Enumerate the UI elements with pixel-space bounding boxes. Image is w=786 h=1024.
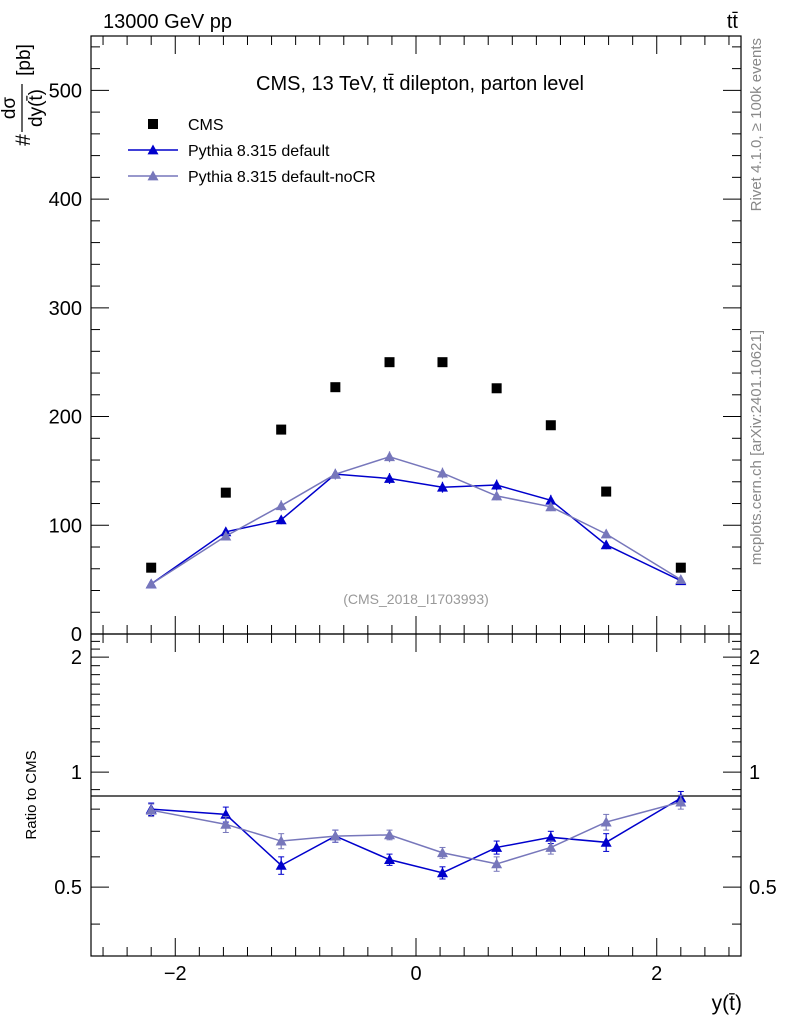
y-tick-label-ratio-right: 1 (749, 762, 760, 784)
series-line-ratio (151, 797, 682, 874)
legend-label: Pythia 8.315 default-noCR (188, 169, 376, 186)
cms-data-point (437, 357, 448, 368)
ratio-data-point (600, 836, 612, 847)
y-tick-label-main: 400 (49, 189, 82, 211)
y-tick-label-main: 300 (49, 298, 82, 320)
y-tick-label-main: 500 (49, 80, 82, 102)
series-line-main (150, 455, 682, 585)
cms-data-point (384, 357, 395, 368)
mc-data-point (545, 494, 557, 505)
x-tick-label: −2 (164, 963, 187, 985)
cms-data-point (491, 383, 502, 394)
y-tick-label-ratio-right: 0.5 (749, 877, 777, 899)
mc-data-point (275, 500, 287, 511)
series-0 (146, 357, 686, 573)
ratio-panel-frame (90, 633, 742, 957)
mc-data-point (545, 501, 557, 512)
cms-data-point (545, 420, 556, 431)
x-tick-label: 2 (651, 963, 662, 985)
ratio-data-point (436, 847, 448, 858)
x-axis-label: y(t̄) (712, 992, 742, 1015)
y-axis-label-main: # dσ dy(t̄) [pb] (0, 44, 47, 146)
series-line-ratio (151, 801, 682, 865)
y-tick-label-ratio-left: 2 (71, 647, 82, 669)
cms-data-point (601, 486, 612, 497)
legend-marker-cms (148, 119, 158, 129)
legend-label: CMS (188, 117, 224, 134)
chart-title: CMS, 13 TeV, tt̄ dilepton, parton level (256, 73, 584, 95)
cms-data-point (330, 382, 341, 393)
cms-data-point (675, 562, 686, 573)
cms-data-point (146, 562, 157, 573)
ratio-data-point (384, 829, 396, 840)
y-tick-label-ratio-right: 2 (749, 647, 760, 669)
ratio-data-point (275, 859, 287, 870)
ratio-data-point (545, 841, 557, 852)
mc-data-point (491, 490, 503, 501)
beam-label: 13000 GeV pp (103, 11, 232, 33)
site-label: mcplots.cern.ch [arXiv:2401.10621] (748, 330, 765, 565)
mc-data-point (675, 574, 687, 585)
mc-data-point (329, 468, 341, 479)
mc-data-point (436, 467, 448, 478)
ratio-data-point (675, 796, 687, 807)
y-tick-label-ratio-left: 1 (71, 762, 82, 784)
mc-data-point (600, 539, 612, 550)
ratio-data-point (491, 841, 503, 852)
legend-marker-triangle (147, 144, 159, 155)
y-tick-label-main: 0 (71, 624, 82, 646)
cms-data-point (220, 487, 231, 498)
legend-marker-triangle (147, 170, 159, 181)
ratio-data-point (436, 867, 448, 878)
mc-data-point (145, 578, 157, 589)
rivet-label: Rivet 4.1.0, ≥ 100k events (748, 38, 765, 211)
cms-data-point (276, 424, 287, 435)
axis-ticks (91, 36, 741, 956)
ratio-data-point (384, 854, 396, 865)
legend-label: Pythia 8.315 default (188, 143, 330, 160)
y-tick-label-ratio-left: 0.5 (54, 877, 82, 899)
y-tick-label-main: 100 (49, 515, 82, 537)
ratio-data-point (491, 858, 503, 869)
ratio-data-point (545, 831, 557, 842)
data-series (145, 357, 687, 880)
x-tick-label: 0 (410, 963, 421, 985)
ratio-data-point (275, 835, 287, 846)
mc-data-point (384, 451, 396, 462)
mc-data-point (436, 481, 448, 492)
process-label: tt̄ (727, 11, 739, 33)
series-2 (145, 451, 687, 872)
ratio-data-point (329, 830, 341, 841)
mc-data-point (275, 514, 287, 525)
ratio-data-point (145, 804, 157, 815)
y-label-unit: [pb] (14, 44, 35, 76)
ratio-data-point (220, 818, 232, 829)
analysis-tag: (CMS_2018_I1703993) (343, 591, 489, 607)
y-axis-label-ratio: Ratio to CMS (23, 750, 40, 839)
mc-data-point (491, 479, 503, 490)
mc-data-point (600, 528, 612, 539)
ratio-data-point (600, 816, 612, 827)
y-label-numerator: dσ (0, 97, 20, 120)
series-line-main (150, 473, 682, 585)
y-label-hash: # (12, 134, 35, 146)
y-tick-label-main: 200 (49, 407, 82, 429)
y-label-denominator: dy(t̄) (26, 89, 47, 127)
mc-data-point (384, 473, 396, 483)
legend: CMS Pythia 8.315 default Pythia 8.315 defa… (128, 117, 376, 186)
mc-data-point (220, 530, 232, 541)
